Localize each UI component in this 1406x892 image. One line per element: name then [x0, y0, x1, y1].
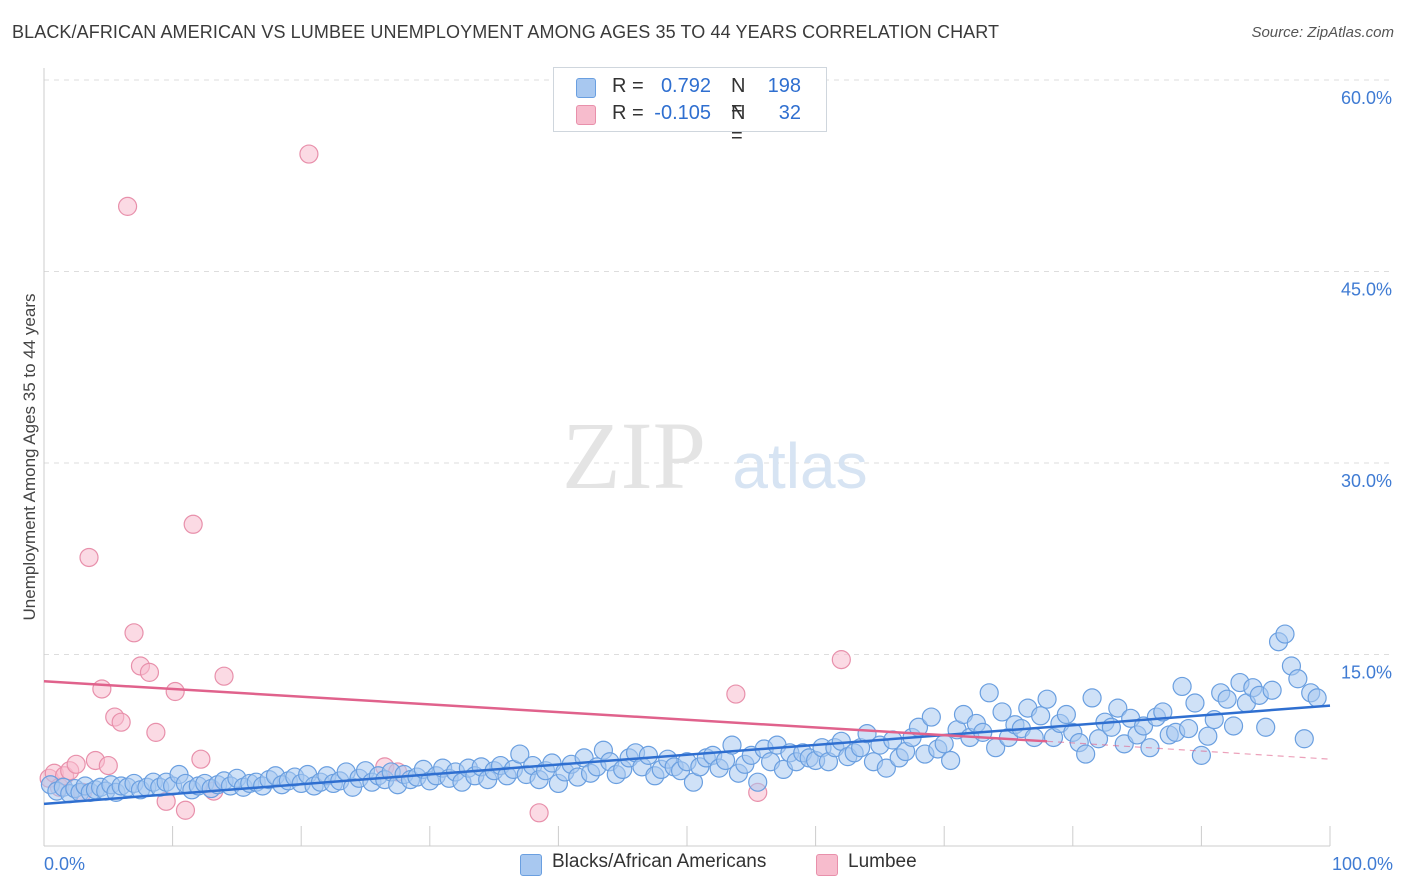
lumbee-point: [66, 754, 86, 774]
axes: [43, 68, 1331, 847]
legend-label-black: Blacks/African Americans: [552, 851, 767, 872]
r-value: -0.105: [654, 102, 711, 124]
black-point: [1307, 688, 1327, 708]
r-value: 0.792: [660, 75, 711, 97]
lumbee-point: [117, 196, 138, 216]
black-point: [1191, 745, 1212, 765]
black-point: [992, 702, 1012, 722]
lumbee-point: [92, 679, 112, 699]
lumbee-point: [111, 712, 131, 732]
black-point: [638, 745, 659, 765]
lumbee-point: [191, 749, 211, 769]
black-point: [1056, 704, 1076, 725]
black-point: [1172, 676, 1192, 697]
n-value: 32: [778, 102, 801, 124]
black-point: [1275, 624, 1295, 644]
lumbee-point: [175, 800, 196, 820]
legend-swatch-lumbee: [816, 854, 838, 876]
swatch-black: [576, 78, 596, 98]
n-value: 198: [767, 75, 801, 97]
r-label: R =: [612, 102, 644, 124]
lumbee-point: [214, 666, 234, 686]
series-legend: Blacks/African Americans Lumbee: [0, 851, 1406, 877]
black-point: [1088, 729, 1109, 749]
black-point: [1024, 727, 1044, 748]
swatch-lumbee: [576, 105, 596, 125]
x-tick-label: 100.0%: [1332, 854, 1393, 874]
black-point: [1217, 689, 1237, 709]
lumbee-point: [139, 662, 160, 682]
watermark-atlas: atlas: [732, 430, 867, 502]
y-tick-label: 15.0%: [1341, 663, 1392, 683]
lumbee-point: [529, 803, 549, 823]
black-point: [510, 744, 530, 764]
black-point: [1153, 702, 1173, 722]
black-point: [748, 772, 768, 792]
legend-label-lumbee: Lumbee: [848, 851, 917, 872]
black-point: [1288, 669, 1308, 689]
n-label: N =: [731, 75, 746, 120]
black-point: [876, 758, 896, 778]
source-label: Source: ZipAtlas.com: [1251, 24, 1394, 41]
black-point: [1082, 688, 1102, 708]
black-point: [979, 683, 999, 703]
black-point: [1076, 744, 1096, 764]
black-point: [1294, 729, 1314, 749]
lumbee-point: [165, 681, 185, 702]
black-point: [1198, 726, 1218, 746]
watermark: ZIP atlas: [562, 402, 868, 509]
black-point: [722, 735, 742, 755]
black-point: [1037, 689, 1057, 709]
watermark-zip: ZIP: [562, 402, 706, 509]
lumbee-point: [299, 144, 319, 164]
black-point: [1031, 706, 1051, 726]
trend-lines: [43, 680, 1331, 806]
lumbee-point: [98, 755, 118, 776]
lumbee-point: [79, 547, 99, 568]
lumbee-point: [831, 650, 851, 670]
y-tick-label: 30.0%: [1341, 471, 1392, 491]
stats-legend: R = 0.792 N = 198 R = -0.105 N = 32: [553, 67, 827, 147]
y-tick-label: 45.0%: [1341, 280, 1392, 300]
lumbee-points: [39, 144, 851, 823]
tick-labels: 15.0% 30.0% 45.0% 60.0% 0.0% 100.0%: [44, 88, 1393, 874]
black-point: [1185, 693, 1205, 713]
lumbee-point: [146, 722, 166, 742]
lumbee-point: [726, 684, 746, 704]
lumbee-trend-extension: [1047, 740, 1331, 760]
black-point: [1108, 698, 1128, 718]
lumbee-point: [124, 623, 144, 643]
lumbee-trend-line: [43, 680, 1048, 743]
black-point: [921, 707, 941, 727]
black-points: [40, 624, 1327, 804]
lumbee-point: [183, 514, 203, 534]
grid-lines: [44, 79, 1392, 655]
black-trend-line: [43, 704, 1331, 806]
black-point: [934, 734, 954, 754]
y-tick-label: 60.0%: [1341, 88, 1392, 108]
black-point: [941, 750, 961, 771]
n-label: N =: [731, 102, 746, 147]
r-label: R =: [612, 75, 644, 97]
x-tick-label: 0.0%: [44, 854, 85, 874]
chart-title: BLACK/AFRICAN AMERICAN VS LUMBEE UNEMPLO…: [12, 22, 1000, 42]
black-point: [1262, 680, 1282, 700]
black-point: [1223, 716, 1244, 736]
black-point: [1178, 718, 1199, 739]
black-point: [1256, 717, 1276, 737]
legend-swatch-black: [520, 854, 542, 876]
